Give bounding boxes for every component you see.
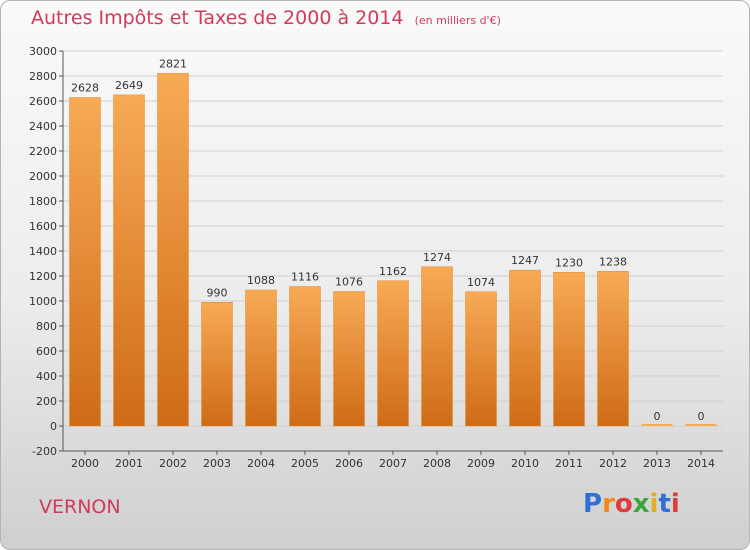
bar — [289, 286, 321, 427]
y-tick-label: -200 — [32, 445, 57, 458]
title-row: Autres Impôts et Taxes de 2000 à 2014 (e… — [31, 7, 501, 29]
data-label: 1238 — [599, 255, 627, 268]
logo-letter: x — [632, 489, 650, 519]
y-tick-label: 800 — [36, 320, 57, 333]
y-tick-label: 3000 — [29, 45, 57, 58]
proxiti-logo[interactable]: Proxiti — [583, 489, 680, 519]
bar — [201, 302, 233, 427]
logo-letter: o — [614, 489, 633, 519]
data-label: 2649 — [115, 79, 143, 92]
bar — [113, 94, 145, 427]
x-tick-label: 2002 — [159, 457, 187, 470]
logo-letter: P — [583, 489, 603, 519]
bar — [157, 73, 189, 427]
x-tick-label: 2013 — [643, 457, 671, 470]
bar — [69, 97, 101, 427]
x-tick-label: 2001 — [115, 457, 143, 470]
data-label: 1088 — [247, 274, 275, 287]
data-label: 1116 — [291, 271, 319, 284]
logo-letter: i — [649, 489, 659, 519]
bar — [245, 289, 277, 427]
bars — [69, 73, 717, 427]
bar — [333, 291, 365, 427]
x-tick-label: 2004 — [247, 457, 275, 470]
x-tick-label: 2010 — [511, 457, 539, 470]
data-label: 1074 — [467, 276, 495, 289]
y-tick-label: 2600 — [29, 95, 57, 108]
y-tick-label: 200 — [36, 395, 57, 408]
x-tick-label: 2009 — [467, 457, 495, 470]
axes: -200020040060080010001200140016001800200… — [29, 45, 723, 470]
data-label: 2821 — [159, 57, 187, 70]
bar — [597, 271, 629, 427]
x-tick-label: 2006 — [335, 457, 363, 470]
data-label: 0 — [698, 410, 705, 423]
x-tick-label: 2008 — [423, 457, 451, 470]
x-tick-label: 2007 — [379, 457, 407, 470]
y-tick-label: 600 — [36, 345, 57, 358]
logo-letter: r — [602, 489, 615, 519]
x-tick-label: 2005 — [291, 457, 319, 470]
y-tick-label: 2200 — [29, 145, 57, 158]
logo-letter: i — [670, 489, 680, 519]
x-tick-label: 2011 — [555, 457, 583, 470]
data-label: 990 — [207, 286, 228, 299]
y-tick-label: 2000 — [29, 170, 57, 183]
data-label: 2628 — [71, 82, 99, 95]
bar — [553, 272, 585, 427]
bar — [509, 269, 541, 427]
y-tick-label: 2400 — [29, 120, 57, 133]
chart-title: Autres Impôts et Taxes de 2000 à 2014 — [31, 7, 404, 29]
chart-subtitle: (en milliers d'€) — [414, 14, 501, 27]
y-tick-label: 1000 — [29, 295, 57, 308]
y-tick-label: 1600 — [29, 220, 57, 233]
y-tick-label: 400 — [36, 370, 57, 383]
commune-name: VERNON — [39, 496, 121, 518]
data-labels: 2628 2649 2821 990 1088 1116 1076 1162 1274 1074 1… — [71, 57, 705, 423]
data-label: 1230 — [555, 256, 583, 269]
x-tick-label: 2003 — [203, 457, 231, 470]
x-tick-label: 2012 — [599, 457, 627, 470]
y-tick-label: 1200 — [29, 270, 57, 283]
y-tick-label: 1800 — [29, 195, 57, 208]
bar — [421, 266, 453, 427]
y-tick-label: 0 — [50, 420, 57, 433]
data-label: 0 — [654, 410, 661, 423]
data-label: 1076 — [335, 276, 363, 289]
data-label: 1247 — [511, 254, 539, 267]
x-tick-label: 2000 — [71, 457, 99, 470]
y-tick-label: 2800 — [29, 70, 57, 83]
y-tick-label: 1400 — [29, 245, 57, 258]
data-label: 1274 — [423, 251, 451, 264]
data-label: 1162 — [379, 265, 407, 278]
logo-letter: t — [658, 489, 671, 519]
bar — [465, 291, 497, 427]
bar — [377, 280, 409, 427]
x-tick-label: 2014 — [687, 457, 715, 470]
